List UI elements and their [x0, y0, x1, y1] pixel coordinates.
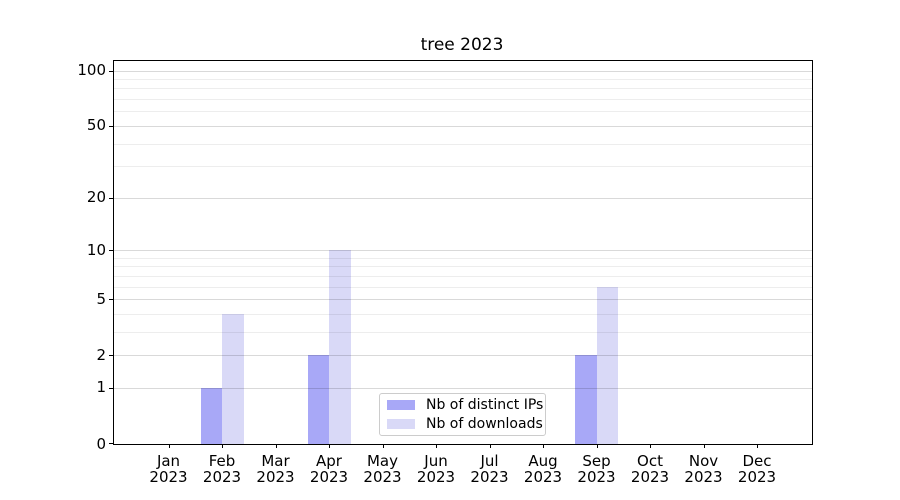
legend-label-downloads: Nb of downloads	[426, 416, 543, 432]
y-tick-label: 10	[86, 240, 106, 259]
x-tick-label: Oct 2023	[605, 453, 695, 485]
y-tick-label: 0	[96, 434, 106, 453]
x-tick-month: Sep	[582, 452, 611, 470]
gridline-major	[114, 299, 812, 300]
x-tick-mark	[222, 444, 223, 448]
bar-downloads	[222, 313, 244, 444]
x-tick-mark	[275, 444, 277, 448]
x-tick-label: May 2023	[338, 453, 428, 485]
x-tick-month: Dec	[742, 452, 772, 470]
y-tick-label: 5	[96, 289, 106, 308]
bar-distinct-ips	[307, 355, 329, 444]
gridline-major	[114, 197, 812, 199]
x-tick-mark	[168, 444, 170, 448]
x-tick-mark	[329, 444, 330, 448]
gridline-minor	[114, 286, 812, 288]
x-tick-month: Aug	[528, 452, 558, 470]
x-tick-year: 2023	[149, 468, 188, 486]
y-tick-mark	[109, 387, 113, 389]
gridline-major	[114, 70, 812, 72]
plot-area: 0 1 2 5 10 20 50 100 Jan 2023 Feb 2023 Mar 2023 Apr 202…	[77, 60, 813, 485]
bar-distinct-ips	[200, 387, 222, 444]
legend-label-distinct-ips: Nb of distinct IPs	[426, 397, 544, 413]
x-tick-year: 2023	[416, 468, 456, 486]
gridline-minor	[114, 313, 812, 315]
x-tick-month: Mar	[261, 452, 290, 470]
y-tick-mark	[109, 197, 113, 199]
y-tick-label: 100	[77, 61, 106, 80]
x-tick-label: Mar 2023	[231, 453, 321, 485]
y-tick-mark	[109, 443, 113, 444]
legend-item-distinct-ips: Nb of distinct IPs	[387, 397, 545, 413]
x-tick-label: Aug 2023	[498, 453, 588, 485]
y-tick-mark	[109, 70, 113, 72]
x-tick-month: Jan	[156, 452, 181, 470]
x-tick-label: Apr 2023	[284, 453, 374, 485]
x-tick-month: May	[366, 452, 398, 470]
x-tick-mark	[757, 444, 758, 448]
y-tick-label: 50	[86, 116, 106, 135]
y-tick-mark	[109, 299, 113, 300]
bar-downloads	[596, 286, 618, 444]
x-tick-label: Feb 2023	[177, 453, 267, 485]
y-tick-label: 1	[96, 378, 106, 397]
x-tick-year: 2023	[363, 468, 402, 486]
x-tick-month: Oct	[637, 452, 663, 470]
legend-swatch-downloads	[387, 419, 415, 429]
x-tick-mark	[382, 444, 384, 448]
y-tick-mark	[109, 250, 113, 251]
x-tick-mark	[703, 444, 705, 448]
bar-distinct-ips	[575, 355, 597, 444]
gridline-major	[114, 125, 812, 127]
x-tick-label: Jul 2023	[445, 453, 535, 485]
legend-item-downloads: Nb of downloads	[387, 416, 545, 432]
x-tick-month: Jun	[424, 452, 448, 470]
x-tick-mark	[543, 444, 544, 448]
legend: Nb of distinct IPs Nb of downloads	[379, 393, 546, 436]
gridline-minor	[114, 266, 812, 268]
bar-downloads	[329, 250, 351, 444]
x-tick-label: Jun 2023	[391, 453, 481, 485]
y-tick-mark	[109, 125, 113, 127]
y-tick-mark	[109, 355, 113, 357]
x-tick-mark	[436, 444, 437, 448]
x-tick-month: Feb	[208, 452, 236, 470]
chart-title: tree 2023	[420, 35, 504, 55]
x-tick-month: Jul	[480, 452, 499, 470]
gridline-minor	[114, 257, 812, 259]
gridline-minor	[114, 275, 812, 277]
gridline-minor	[114, 99, 812, 101]
x-tick-month: Apr	[316, 452, 342, 470]
y-tick-label: 2	[96, 345, 106, 364]
x-tick-year: 2023	[577, 468, 616, 486]
x-tick-label: Nov 2023	[659, 453, 749, 485]
y-tick-label: 20	[86, 188, 106, 207]
x-tick-year: 2023	[309, 468, 349, 486]
x-tick-label: Dec 2023	[712, 453, 802, 485]
legend-swatch-distinct-ips	[387, 400, 415, 410]
x-tick-label: Jan 2023	[124, 453, 214, 485]
gridline-minor	[114, 111, 812, 113]
x-tick-month: Nov	[688, 452, 719, 470]
x-tick-year: 2023	[256, 468, 295, 486]
gridline-major	[114, 250, 812, 251]
x-tick-year: 2023	[737, 468, 777, 486]
gridline-minor	[114, 79, 812, 80]
x-tick-mark	[650, 444, 651, 448]
x-tick-year: 2023	[630, 468, 670, 486]
x-tick-label: Sep 2023	[552, 453, 642, 485]
gridline-minor	[114, 331, 812, 333]
x-tick-year: 2023	[684, 468, 723, 486]
x-tick-year: 2023	[470, 468, 509, 486]
gridline-minor	[114, 143, 812, 145]
gridline-minor	[114, 88, 812, 90]
x-tick-year: 2023	[202, 468, 242, 486]
x-tick-year: 2023	[523, 468, 563, 486]
x-tick-mark	[489, 444, 491, 448]
x-tick-mark	[596, 444, 598, 448]
gridline-minor	[114, 166, 812, 168]
gridline-major	[114, 355, 812, 357]
